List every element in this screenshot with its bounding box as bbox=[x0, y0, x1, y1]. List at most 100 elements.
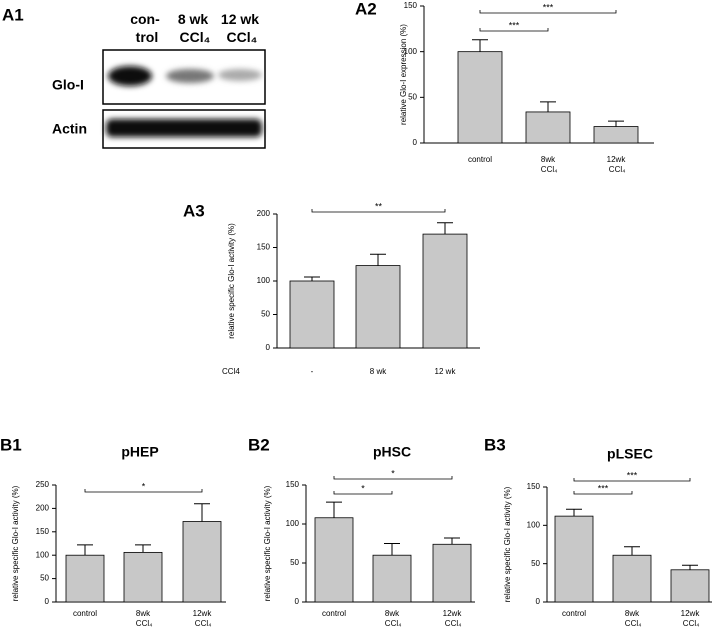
bar bbox=[670, 569, 710, 603]
chart: B1 pHEP relative specific Glo-I activity (… bbox=[0, 435, 226, 628]
y-tick-label: 200 bbox=[257, 209, 271, 218]
bar bbox=[314, 517, 354, 603]
y-tick-label: 0 bbox=[536, 597, 541, 606]
significance-label: *** bbox=[509, 20, 520, 30]
x-tick-label: 12wk CCl₄ bbox=[193, 609, 213, 628]
bar bbox=[593, 126, 639, 144]
significance-bracket bbox=[84, 489, 203, 493]
significance-bracket bbox=[573, 478, 691, 482]
bar bbox=[457, 51, 503, 144]
bar bbox=[123, 551, 163, 603]
bar bbox=[612, 554, 652, 603]
x-tick-label: - bbox=[311, 367, 314, 376]
bar bbox=[432, 543, 472, 603]
error-bar bbox=[370, 253, 386, 266]
row-label: Glo-I bbox=[52, 77, 84, 93]
error-bar bbox=[326, 501, 342, 518]
chart-title: pHEP bbox=[121, 444, 158, 460]
significance-label: ** bbox=[375, 201, 383, 211]
y-tick-label: 100 bbox=[404, 47, 418, 56]
y-axis-label: relative specific Glo-I activity (%) bbox=[503, 486, 512, 602]
error-bar bbox=[566, 508, 582, 517]
y-axis-label: relative specific Glo-I activity (%) bbox=[227, 223, 236, 339]
error-bar bbox=[77, 544, 93, 556]
blot bbox=[102, 49, 266, 149]
bar bbox=[65, 554, 105, 603]
bar bbox=[372, 554, 412, 603]
column-label: 12 wk CCl₄ bbox=[221, 11, 259, 45]
band bbox=[166, 69, 214, 83]
x-tick-label: 8wk CCl₄ bbox=[134, 609, 153, 628]
significance-label: *** bbox=[598, 483, 609, 493]
y-tick-label: 0 bbox=[45, 597, 50, 606]
error-bar bbox=[437, 222, 453, 235]
y-tick-label: 150 bbox=[257, 243, 271, 252]
band bbox=[218, 69, 262, 81]
chart-title: pHSC bbox=[373, 444, 411, 460]
error-bar bbox=[608, 120, 624, 127]
y-tick-label: 100 bbox=[36, 550, 50, 559]
column-label: 8 wk CCl₄ bbox=[176, 11, 211, 45]
y-tick-label: 100 bbox=[257, 276, 271, 285]
significance-bracket bbox=[573, 491, 633, 495]
column-label: con- trol bbox=[130, 11, 160, 45]
y-tick-label: 50 bbox=[531, 559, 540, 568]
error-bar bbox=[472, 39, 488, 52]
y-tick-label: 150 bbox=[36, 527, 50, 536]
band bbox=[106, 119, 262, 137]
chart: A2 relative Glo-I expression (%) 0 50 100 150… bbox=[355, 0, 654, 174]
error-bar bbox=[624, 546, 640, 556]
x-tick-label: 12 wk bbox=[435, 367, 457, 376]
chart: A3 relative specific Glo-I activity (%) 0 5… bbox=[183, 201, 480, 376]
y-tick-label: 150 bbox=[404, 1, 418, 10]
y-axis-label: relative Glo-I expression (%) bbox=[399, 24, 408, 125]
y-tick-label: 250 bbox=[36, 480, 50, 489]
x-tick-label: 8wk CCl₄ bbox=[539, 155, 558, 174]
error-bar bbox=[194, 503, 210, 522]
bar bbox=[182, 521, 222, 603]
bar bbox=[289, 280, 335, 349]
band bbox=[108, 66, 152, 86]
error-bar bbox=[444, 537, 460, 545]
chart: B2 pHSC relative specific Glo-I activity (… bbox=[248, 435, 475, 628]
y-tick-label: 200 bbox=[36, 504, 50, 513]
panel-label: A1 bbox=[2, 5, 24, 24]
y-tick-label: 50 bbox=[408, 92, 417, 101]
row-label: Actin bbox=[52, 121, 87, 137]
panel-label: A3 bbox=[183, 201, 205, 220]
significance-label: * bbox=[391, 468, 395, 478]
significance-bracket bbox=[333, 476, 453, 480]
bar bbox=[355, 265, 401, 349]
y-tick-label: 0 bbox=[413, 138, 418, 147]
panel-label: A2 bbox=[355, 0, 377, 18]
y-axis-label: relative specific Glo-I activity (%) bbox=[11, 485, 20, 601]
bar bbox=[422, 233, 468, 349]
x-tick-label: 12wk CCl₄ bbox=[443, 609, 463, 628]
error-bar bbox=[135, 544, 151, 553]
x-tick-label: 8wk CCl₄ bbox=[383, 609, 402, 628]
y-tick-label: 100 bbox=[286, 519, 300, 528]
x-tick-label: control bbox=[73, 609, 97, 618]
x-tick-label: control bbox=[562, 609, 586, 618]
significance-bracket bbox=[311, 209, 446, 213]
y-tick-label: 50 bbox=[261, 310, 270, 319]
significance-label: *** bbox=[543, 2, 554, 12]
chart: B3 pLSEC relative specific Glo-I activity … bbox=[484, 435, 712, 628]
panel-label: B3 bbox=[484, 435, 506, 454]
error-bar bbox=[540, 101, 556, 112]
y-axis-label: relative specific Glo-I activity (%) bbox=[263, 485, 272, 601]
error-bar bbox=[384, 543, 400, 556]
significance-label: * bbox=[361, 483, 365, 493]
x-tick-label: control bbox=[322, 609, 346, 618]
significance-bracket bbox=[479, 28, 549, 32]
x-tick-label: 8 wk bbox=[370, 367, 387, 376]
y-tick-label: 150 bbox=[527, 482, 541, 491]
y-tick-label: 50 bbox=[290, 558, 299, 567]
x-tick-label: control bbox=[468, 155, 492, 164]
x-axis-label: CCl4 bbox=[222, 367, 240, 376]
error-bar bbox=[682, 564, 698, 570]
x-tick-label: 12wk CCl₄ bbox=[681, 609, 701, 628]
significance-bracket bbox=[479, 10, 617, 14]
significance-label: * bbox=[142, 481, 146, 491]
significance-label: *** bbox=[627, 470, 638, 480]
